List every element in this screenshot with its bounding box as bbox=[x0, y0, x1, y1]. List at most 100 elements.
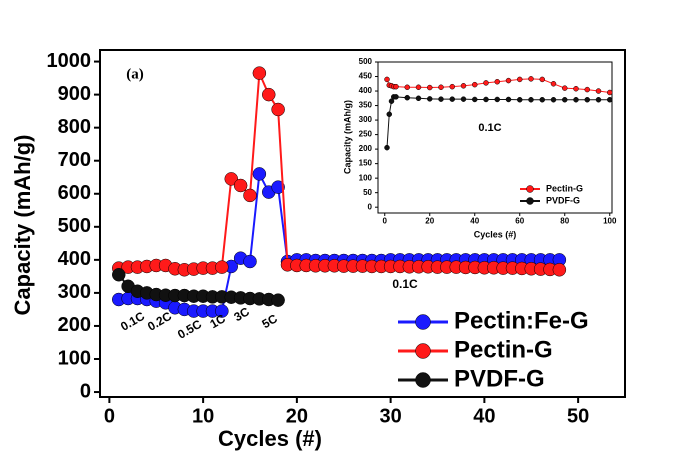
x-axis-label: Cycles (#) bbox=[218, 426, 322, 451]
legend-marker bbox=[415, 314, 431, 330]
data-point bbox=[573, 85, 579, 92]
data-point bbox=[595, 88, 602, 94]
data-point bbox=[384, 76, 390, 83]
x-tick-label: 30 bbox=[380, 405, 402, 427]
data-point bbox=[384, 144, 390, 151]
data-point bbox=[427, 84, 433, 91]
y-tick-label: 500 bbox=[58, 215, 91, 237]
data-point bbox=[584, 86, 590, 93]
data-point bbox=[415, 95, 422, 102]
data-point bbox=[233, 178, 248, 193]
y-tick-label: 100 bbox=[359, 173, 373, 182]
x-tick-label: 100 bbox=[603, 217, 617, 226]
data-point bbox=[607, 89, 613, 96]
y-tick-label: 400 bbox=[58, 248, 91, 270]
data-point bbox=[215, 304, 229, 318]
x-tick-label: 0 bbox=[104, 405, 115, 427]
annotation: (a) bbox=[126, 66, 144, 82]
y-tick-label: 150 bbox=[359, 159, 373, 168]
data-point bbox=[562, 97, 568, 103]
data-point bbox=[539, 97, 545, 103]
data-point bbox=[388, 98, 395, 104]
data-point bbox=[483, 96, 489, 103]
x-tick-label: 60 bbox=[515, 217, 524, 226]
legend-label: Pectin-G bbox=[546, 183, 583, 193]
legend-label: PVDF-G bbox=[546, 195, 580, 205]
data-point bbox=[494, 96, 500, 103]
data-point bbox=[528, 97, 534, 103]
data-point bbox=[393, 83, 399, 90]
data-point bbox=[472, 81, 478, 88]
y-tick-label: 900 bbox=[58, 83, 91, 105]
legend-marker bbox=[415, 372, 431, 388]
data-point bbox=[584, 97, 590, 103]
data-point bbox=[483, 80, 489, 86]
data-point bbox=[393, 94, 399, 100]
data-point bbox=[271, 180, 285, 194]
annotation: 3C bbox=[231, 304, 252, 324]
annotation: 1C bbox=[207, 311, 228, 331]
legend-label: PVDF-G bbox=[454, 365, 545, 392]
data-point bbox=[252, 167, 267, 181]
data-point bbox=[494, 78, 500, 85]
data-point bbox=[404, 84, 410, 91]
x-tick-label: 80 bbox=[560, 217, 569, 226]
plot: 0 20 40 60 80 100 0 50 100 150 200 250 300 350 400 450 5… bbox=[342, 57, 617, 239]
data-point bbox=[460, 96, 467, 102]
data-point bbox=[550, 97, 557, 103]
legend-marker bbox=[526, 185, 534, 193]
y-tick-label: 500 bbox=[359, 57, 373, 66]
y-tick-label: 450 bbox=[359, 72, 373, 81]
x-tick-label: 20 bbox=[286, 405, 308, 427]
x-tick-label: 40 bbox=[470, 217, 479, 226]
x-axis-label: Cycles (#) bbox=[474, 229, 517, 239]
data-point bbox=[539, 76, 545, 83]
y-tick-label: 200 bbox=[58, 314, 91, 336]
y-tick-label: 350 bbox=[359, 101, 373, 110]
data-point bbox=[550, 81, 557, 87]
data-point bbox=[505, 77, 512, 84]
y-axis-label: Capacity (mAh/g) bbox=[342, 100, 352, 174]
legend-marker bbox=[415, 343, 431, 359]
data-point bbox=[438, 96, 444, 102]
data-point bbox=[224, 172, 238, 186]
data-point bbox=[517, 97, 523, 103]
y-tick-label: 250 bbox=[359, 130, 373, 139]
annotation: 0.1C bbox=[392, 277, 418, 291]
annotation: 5C bbox=[259, 311, 280, 331]
y-tick-label: 300 bbox=[359, 115, 373, 124]
y-tick-label: 200 bbox=[359, 144, 373, 153]
y-tick-label: 0 bbox=[368, 202, 373, 211]
data-point bbox=[427, 96, 433, 102]
y-tick-label: 300 bbox=[58, 281, 91, 303]
data-point bbox=[562, 85, 568, 91]
data-point bbox=[271, 102, 285, 117]
data-point bbox=[415, 84, 422, 91]
y-tick-label: 100 bbox=[58, 347, 91, 369]
legend-label: Pectin-G bbox=[454, 336, 553, 363]
data-point bbox=[252, 66, 267, 80]
x-tick-label: 50 bbox=[567, 405, 589, 427]
data-point bbox=[243, 188, 257, 203]
data-point bbox=[505, 96, 512, 103]
data-point bbox=[472, 96, 478, 103]
legend-label: Pectin:Fe-G bbox=[454, 307, 589, 334]
y-tick-label: 700 bbox=[58, 149, 91, 171]
data-point bbox=[573, 97, 579, 103]
data-point bbox=[595, 97, 602, 103]
x-tick-label: 20 bbox=[425, 217, 434, 226]
annotation: 0.1C bbox=[478, 122, 501, 134]
y-tick-label: 800 bbox=[58, 116, 91, 138]
data-point bbox=[404, 94, 410, 101]
data-point bbox=[449, 83, 455, 90]
data-point bbox=[517, 76, 523, 83]
x-tick-label: 40 bbox=[473, 405, 495, 427]
legend-marker bbox=[526, 197, 534, 205]
x-tick-label: 10 bbox=[192, 405, 214, 427]
data-point bbox=[215, 260, 229, 274]
data-point bbox=[243, 254, 257, 269]
x-tick-label: 0 bbox=[383, 217, 388, 226]
data-point bbox=[112, 267, 126, 282]
y-tick-label: 0 bbox=[80, 380, 91, 402]
